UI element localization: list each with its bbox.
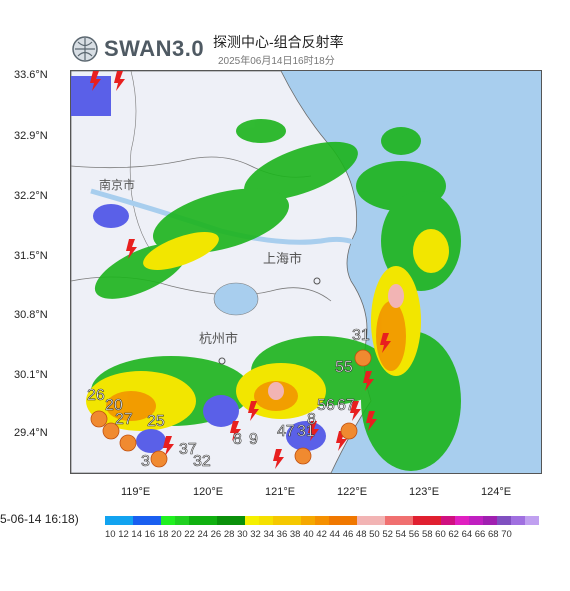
- legend-labels: 10 12 14 16 18 20 22 24 26 28 30 32 34 3…: [105, 529, 512, 540]
- lat-label: 32.2°N: [14, 190, 48, 202]
- city-label-hangzhou: 杭州市: [199, 331, 239, 346]
- lon-label: 119°E: [121, 486, 151, 498]
- legend-swatch: [189, 516, 203, 525]
- echo-pink: [268, 284, 404, 400]
- lat-label: 33.6°N: [14, 69, 48, 81]
- station-value: 67: [337, 397, 355, 415]
- legend-swatch: [357, 516, 371, 525]
- legend-swatch: [329, 516, 343, 525]
- station-value: 37: [179, 441, 197, 459]
- legend-swatch: [385, 516, 399, 525]
- station-value: 8: [233, 431, 243, 449]
- legend-swatch: [343, 516, 357, 525]
- legend-swatch: [287, 516, 301, 525]
- map-subtitle: 2025年06月14日16时18分: [218, 56, 335, 67]
- station-value: 9: [249, 431, 259, 449]
- station-value: 55: [335, 359, 353, 377]
- station-value: 25: [147, 413, 165, 431]
- station-value: 31: [297, 423, 315, 441]
- lat-label: 30.1°N: [14, 369, 48, 381]
- legend-swatch: [231, 516, 245, 525]
- station-value: 31: [352, 327, 370, 345]
- legend-swatch: [217, 516, 231, 525]
- lat-label: 32.9°N: [14, 130, 48, 142]
- lat-label: 29.4°N: [14, 427, 48, 439]
- station-value: 32: [193, 453, 211, 471]
- legend-swatch: [105, 516, 119, 525]
- legend-swatch: [525, 516, 539, 525]
- legend-swatch: [315, 516, 329, 525]
- legend-swatch: [371, 516, 385, 525]
- footer-timestamp: 5-06-14 16:18): [0, 512, 79, 526]
- station-value: 3: [141, 453, 151, 471]
- echo-orange: [106, 301, 406, 421]
- city-marker: [313, 277, 321, 285]
- city-label-nanjing: 南京市: [99, 178, 136, 192]
- radar-map-canvas: [71, 71, 461, 473]
- legend-swatch: [469, 516, 483, 525]
- legend-swatch: [273, 516, 287, 525]
- legend-swatch: [455, 516, 469, 525]
- legend-swatch: [203, 516, 217, 525]
- legend-swatch: [497, 516, 511, 525]
- swan-logo: SWAN3.0: [72, 36, 204, 62]
- logo-text: SWAN3.0: [104, 36, 205, 61]
- legend-swatch: [483, 516, 497, 525]
- legend-swatch: [147, 516, 161, 525]
- legend-swatch: [161, 516, 175, 525]
- station-value: 8: [307, 411, 317, 429]
- station-circles: [90, 349, 372, 468]
- lake: [213, 282, 259, 316]
- legend-swatch: [133, 516, 147, 525]
- lon-label: 121°E: [265, 486, 296, 498]
- radar-map[interactable]: 南京市 上海市 杭州市 31 55 26 20 27 25 56 67 8 47…: [70, 70, 542, 474]
- station-value: 47: [277, 423, 295, 441]
- city-marker: [218, 357, 226, 365]
- station-value: 27: [115, 411, 133, 429]
- legend-swatch: [119, 516, 133, 525]
- lon-label: 120°E: [193, 486, 224, 498]
- station-value: 56: [317, 397, 335, 415]
- map-title: 探测中心-组合反射率: [213, 34, 344, 50]
- legend-swatch: [427, 516, 441, 525]
- color-legend: [105, 516, 539, 525]
- legend-swatch: [511, 516, 525, 525]
- lat-label: 31.5°N: [14, 250, 48, 262]
- legend-swatch: [175, 516, 189, 525]
- lon-label: 123°E: [409, 486, 440, 498]
- legend-swatch: [441, 516, 455, 525]
- river: [90, 188, 363, 249]
- echo-blue: [71, 76, 326, 453]
- city-label-shanghai: 上海市: [263, 251, 303, 266]
- legend-swatch: [245, 516, 259, 525]
- globe-icon: [72, 36, 98, 62]
- lightning-markers: [90, 71, 391, 469]
- legend-swatch: [399, 516, 413, 525]
- station-value: 20: [105, 397, 123, 415]
- lon-label: 122°E: [337, 486, 368, 498]
- province-border: [129, 71, 152, 252]
- lat-label: 30.8°N: [14, 309, 48, 321]
- legend-swatch: [301, 516, 315, 525]
- legend-swatch: [413, 516, 427, 525]
- station-value: 26: [87, 387, 105, 405]
- legend-swatch: [259, 516, 273, 525]
- lon-label: 124°E: [481, 486, 512, 498]
